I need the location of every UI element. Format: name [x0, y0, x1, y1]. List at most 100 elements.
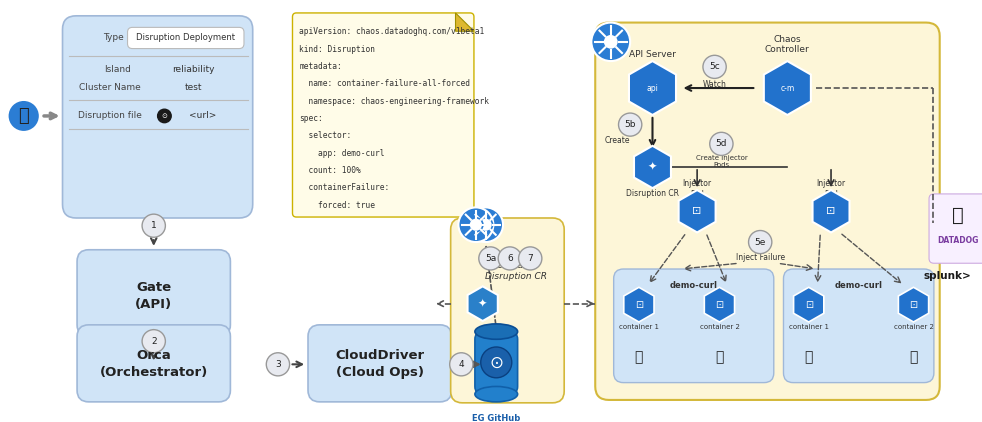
- Text: count: 100%: count: 100%: [300, 166, 361, 175]
- Text: API Server: API Server: [629, 50, 676, 59]
- Text: <url>: <url>: [189, 111, 216, 120]
- Text: 🦋: 🦋: [634, 351, 643, 365]
- Polygon shape: [456, 13, 474, 31]
- FancyBboxPatch shape: [308, 325, 452, 402]
- Polygon shape: [793, 287, 824, 322]
- Text: name: container-failure-all-forced: name: container-failure-all-forced: [300, 79, 470, 88]
- Text: ⊙: ⊙: [489, 353, 503, 371]
- Text: apiVersion: chaos.datadoghq.com/v1beta1: apiVersion: chaos.datadoghq.com/v1beta1: [300, 27, 484, 36]
- Circle shape: [619, 113, 642, 136]
- Text: 4: 4: [459, 360, 464, 369]
- Circle shape: [478, 218, 493, 232]
- Circle shape: [591, 22, 630, 61]
- Text: forced: true: forced: true: [300, 201, 375, 210]
- Text: container 1: container 1: [789, 324, 829, 330]
- Text: Disruption CR: Disruption CR: [626, 189, 679, 198]
- Text: 5a: 5a: [485, 254, 496, 263]
- Text: 5b: 5b: [625, 120, 636, 129]
- Text: namespace: chaos-engineering-framework: namespace: chaos-engineering-framework: [300, 97, 489, 106]
- Text: ⊡: ⊡: [692, 206, 702, 216]
- Text: Island: Island: [104, 65, 132, 74]
- Text: Create injector
Pods: Create injector Pods: [695, 155, 747, 168]
- Text: app: demo-curl: app: demo-curl: [300, 149, 385, 158]
- Text: EG GitHub: EG GitHub: [472, 414, 520, 422]
- Text: Watch: Watch: [703, 80, 727, 89]
- FancyBboxPatch shape: [929, 194, 982, 263]
- Polygon shape: [764, 61, 811, 115]
- Ellipse shape: [475, 324, 518, 339]
- Text: test: test: [185, 83, 202, 92]
- FancyBboxPatch shape: [475, 332, 518, 394]
- Circle shape: [481, 347, 512, 378]
- Polygon shape: [624, 287, 654, 322]
- Circle shape: [450, 353, 473, 376]
- Text: Federated
Disruption CR: Federated Disruption CR: [485, 261, 547, 281]
- Circle shape: [710, 133, 733, 155]
- Text: api: api: [646, 84, 658, 92]
- FancyBboxPatch shape: [451, 218, 565, 403]
- Polygon shape: [679, 190, 716, 233]
- Circle shape: [498, 247, 521, 270]
- Circle shape: [468, 207, 503, 242]
- Polygon shape: [467, 287, 498, 321]
- Text: Injector
Pod: Injector Pod: [682, 179, 712, 199]
- Circle shape: [603, 34, 619, 49]
- Text: Inject Failure: Inject Failure: [736, 253, 785, 262]
- Text: reliability: reliability: [172, 65, 215, 74]
- Text: Gate
(API): Gate (API): [136, 281, 172, 311]
- FancyBboxPatch shape: [63, 16, 252, 218]
- Text: 🦋: 🦋: [909, 351, 918, 365]
- Text: 3: 3: [275, 360, 281, 369]
- Text: 2: 2: [151, 337, 156, 346]
- Circle shape: [142, 214, 165, 237]
- Text: demo-curl: demo-curl: [670, 281, 717, 290]
- Text: 1: 1: [151, 221, 156, 230]
- Text: Disruption Deployment: Disruption Deployment: [136, 33, 236, 43]
- Circle shape: [7, 100, 40, 133]
- Text: Chaos
Controller: Chaos Controller: [765, 35, 810, 54]
- Circle shape: [518, 247, 542, 270]
- Text: container 1: container 1: [619, 324, 659, 330]
- Circle shape: [266, 353, 290, 376]
- Text: spec:: spec:: [300, 114, 323, 123]
- Circle shape: [479, 247, 502, 270]
- Circle shape: [142, 330, 165, 353]
- Circle shape: [468, 218, 483, 232]
- FancyBboxPatch shape: [293, 13, 474, 217]
- Text: Cluster Name: Cluster Name: [80, 83, 141, 92]
- FancyBboxPatch shape: [595, 22, 940, 400]
- Text: ✦: ✦: [478, 299, 487, 308]
- FancyBboxPatch shape: [77, 250, 231, 336]
- Text: 🦋: 🦋: [715, 351, 724, 365]
- Polygon shape: [704, 287, 735, 322]
- Text: Create: Create: [605, 136, 630, 146]
- Circle shape: [748, 230, 772, 254]
- Text: 🐕: 🐕: [953, 206, 964, 225]
- Text: Orca
(Orchestrator): Orca (Orchestrator): [99, 349, 208, 379]
- Text: ⊡: ⊡: [909, 300, 917, 310]
- Text: ⊙: ⊙: [161, 113, 167, 119]
- FancyBboxPatch shape: [784, 269, 934, 383]
- Text: ⊡: ⊡: [634, 300, 643, 310]
- Text: 5d: 5d: [716, 139, 727, 149]
- FancyBboxPatch shape: [614, 269, 774, 383]
- Circle shape: [703, 55, 727, 78]
- Text: 6: 6: [507, 254, 513, 263]
- Polygon shape: [634, 146, 671, 188]
- Text: 🦋: 🦋: [804, 351, 813, 365]
- Text: kind: Disruption: kind: Disruption: [300, 45, 375, 54]
- FancyBboxPatch shape: [77, 325, 231, 402]
- Text: demo-curl: demo-curl: [834, 281, 882, 290]
- FancyBboxPatch shape: [128, 27, 244, 49]
- Text: metadata:: metadata:: [300, 62, 342, 71]
- Text: ⊡: ⊡: [804, 300, 813, 310]
- Text: splunk>: splunk>: [924, 271, 971, 281]
- Text: 👤: 👤: [19, 107, 29, 125]
- Polygon shape: [812, 190, 849, 233]
- Text: container 2: container 2: [699, 324, 739, 330]
- Text: ⊡: ⊡: [826, 206, 836, 216]
- Text: ✦: ✦: [648, 162, 657, 172]
- Text: ⊡: ⊡: [715, 300, 724, 310]
- Text: CloudDriver
(Cloud Ops): CloudDriver (Cloud Ops): [335, 349, 424, 379]
- Ellipse shape: [475, 387, 518, 402]
